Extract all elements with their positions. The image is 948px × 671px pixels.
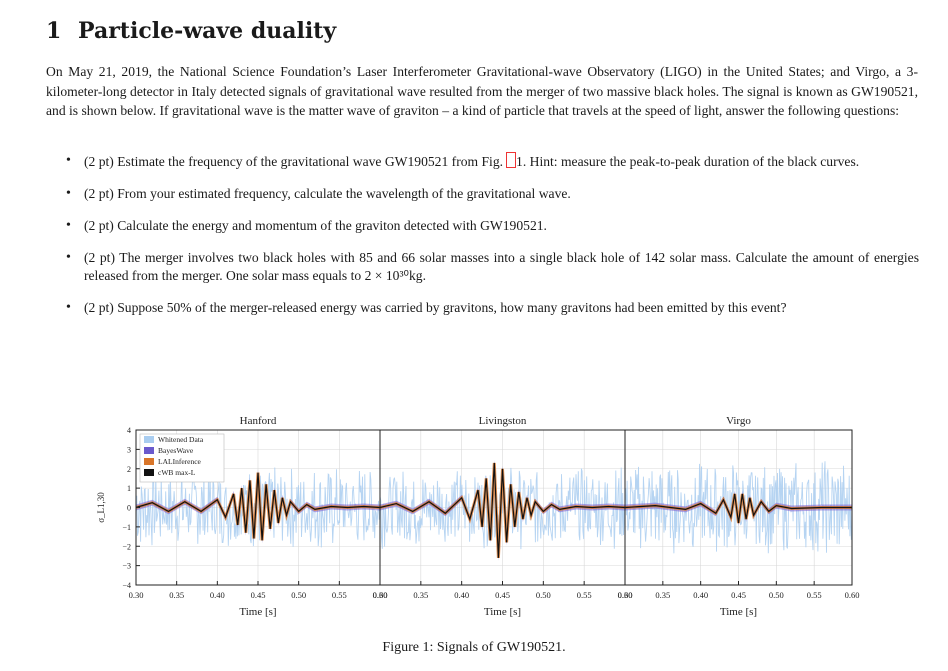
y-tick-label: 1 xyxy=(127,484,131,493)
x-tick-label: 0.35 xyxy=(655,590,670,600)
question-3: • (2 pt) Calculate the energy and momentu… xyxy=(64,217,919,235)
legend-swatch xyxy=(144,458,154,465)
question-1-hint: 1. Hint: measure the peak-to-peak durati… xyxy=(516,154,860,169)
panel-title: Virgo xyxy=(726,415,751,427)
x-tick-label: 0.45 xyxy=(731,590,746,600)
y-tick-label: −4 xyxy=(122,581,131,590)
x-tick-label: 0.35 xyxy=(169,590,184,600)
whitened-data-line xyxy=(379,467,626,550)
x-tick-label: 0.60 xyxy=(618,590,633,600)
legend-swatch xyxy=(144,469,154,476)
question-3-text: (2 pt) Calculate the energy and momentum… xyxy=(84,218,547,233)
bullet-icon: • xyxy=(66,300,71,315)
legend-swatch xyxy=(144,447,154,454)
whitened-data-line xyxy=(135,467,381,548)
legend-label: BayesWave xyxy=(158,446,194,455)
y-tick-label: −1 xyxy=(122,523,131,532)
x-tick-label: 0.40 xyxy=(693,590,708,600)
bullet-icon: • xyxy=(66,153,71,168)
x-tick-label: 0.55 xyxy=(332,590,347,600)
x-tick-label: 0.55 xyxy=(807,590,822,600)
figure-gw190521: 0.30 0.35 0.40 0.45 0.50 0.55 0.60 Time [s] Hanf… xyxy=(0,405,948,671)
question-5-text: (2 pt) Suppose 50% of the merger-release… xyxy=(84,300,787,315)
y-axis-label: σ_L1,30 xyxy=(96,492,106,523)
question-list: • (2 pt) Estimate the frequency of the gr… xyxy=(64,152,919,329)
x-tick-label: 0.35 xyxy=(413,590,428,600)
question-2-text: (2 pt) From your estimated frequency, ca… xyxy=(84,186,571,201)
x-tick-label: 0.30 xyxy=(373,590,388,600)
x-axis-label: Time [s] xyxy=(239,606,276,618)
question-1-text: (2 pt) Estimate the frequency of the gra… xyxy=(84,154,504,169)
x-tick-label: 0.50 xyxy=(536,590,551,600)
x-tick-label: 0.40 xyxy=(454,590,469,600)
signal-plots: 0.30 0.35 0.40 0.45 0.50 0.55 0.60 Time [s] Hanf… xyxy=(96,415,860,618)
x-axis-label: Time [s] xyxy=(720,606,757,618)
bullet-icon: • xyxy=(66,186,71,201)
x-tick-label: 0.50 xyxy=(769,590,784,600)
y-tick-label: 2 xyxy=(127,465,131,474)
x-tick-label: 0.45 xyxy=(251,590,266,600)
x-tick-label: 0.40 xyxy=(210,590,225,600)
legend-swatch xyxy=(144,436,154,443)
question-1: • (2 pt) Estimate the frequency of the gr… xyxy=(64,152,919,171)
bullet-icon: • xyxy=(66,250,71,265)
cwb-max-l-line xyxy=(135,472,381,541)
y-tick-label: 0 xyxy=(127,504,131,513)
x-tick-label: 0.30 xyxy=(618,590,633,600)
x-tick-label: 0.60 xyxy=(373,590,388,600)
legend-label: Whitened Data xyxy=(158,435,204,444)
panel-title: Hanford xyxy=(240,415,277,427)
y-tick-label: 3 xyxy=(127,445,131,454)
section-heading: 1 Particle-wave duality xyxy=(46,18,336,44)
legend: Whitened Data BayesWave LALInference cWB ma… xyxy=(139,433,225,483)
bullet-icon: • xyxy=(66,218,71,233)
cwb-max-l-line xyxy=(624,493,852,524)
section-title: Particle-wave duality xyxy=(78,18,337,44)
cwb-max-l-line xyxy=(379,462,626,558)
question-2: • (2 pt) From your estimated frequency, c… xyxy=(64,185,919,203)
x-tick-label: 0.55 xyxy=(577,590,592,600)
section-number: 1 xyxy=(46,18,62,44)
x-tick-label: 0.45 xyxy=(495,590,510,600)
y-tick-label: −2 xyxy=(122,542,131,551)
question-5: • (2 pt) Suppose 50% of the merger-releas… xyxy=(64,299,919,317)
x-tick-label: 0.30 xyxy=(129,590,144,600)
question-4: • (2 pt) The merger involves two black ho… xyxy=(64,249,919,285)
intro-paragraph: On May 21, 2019, the National Science Fo… xyxy=(46,64,918,118)
panel-title: Livingston xyxy=(479,415,527,427)
figure-caption: Figure 1: Signals of GW190521. xyxy=(382,640,566,655)
x-tick-label: 0.50 xyxy=(291,590,306,600)
figure-ref-link[interactable] xyxy=(506,152,517,168)
chart-panel-hanford: 0.30 0.35 0.40 0.45 0.50 0.55 0.60 Time [s] Hanf… xyxy=(96,415,387,618)
question-4-text: (2 pt) The merger involves two black hol… xyxy=(84,250,919,283)
legend-label: cWB max-L xyxy=(158,468,196,477)
y-tick-label: 4 xyxy=(127,426,131,435)
x-tick-label: 0.60 xyxy=(845,590,860,600)
chart-panel-livingston: 0.30 0.35 0.40 0.45 0.50 0.55 0.60 Time [s] Livi… xyxy=(373,415,633,618)
x-axis-label: Time [s] xyxy=(484,606,521,618)
legend-label: LALInference xyxy=(158,457,202,466)
y-tick-label: −3 xyxy=(122,562,131,571)
chart-panel-virgo: 0.30 0.35 0.40 0.45 0.50 0.55 0.60 Time [s] Virg… xyxy=(618,415,860,618)
